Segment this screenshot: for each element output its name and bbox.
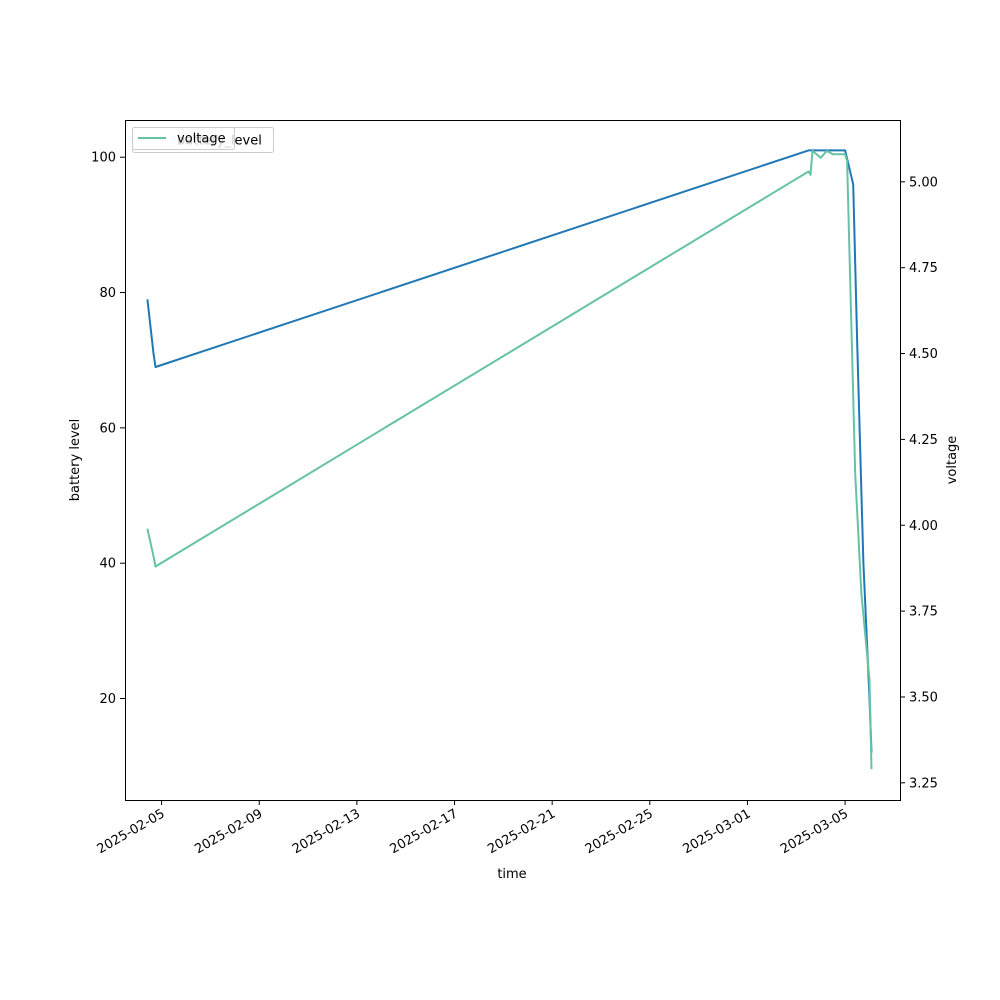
plot-frame xyxy=(125,120,901,801)
y-right-tick-label: 4.25 xyxy=(909,433,938,448)
y-right-tick-label: 3.50 xyxy=(909,690,938,705)
y-left-tick-label: 60 xyxy=(99,421,116,436)
series-line-battery-level xyxy=(146,149,873,753)
legend-box-voltage xyxy=(132,127,235,150)
x-axis-label: time xyxy=(497,867,526,882)
y-left-tick-label: 80 xyxy=(99,286,116,301)
y-right-tick-label: 3.25 xyxy=(909,776,938,791)
y-axis-right-label: voltage xyxy=(945,436,960,485)
y-left-tick-label: 20 xyxy=(99,692,116,707)
y-left-tick-label: 40 xyxy=(99,557,116,572)
y-right-tick-label: 4.00 xyxy=(909,519,938,534)
series-layer xyxy=(146,149,873,770)
series-line-voltage xyxy=(146,149,873,770)
y-right-tick-label: 4.50 xyxy=(909,347,938,362)
y-right-tick-label: 4.75 xyxy=(909,261,938,276)
y-right-tick-label: 3.75 xyxy=(909,605,938,620)
y-axis-right: 3.25 3.50 3.75 4.00 4.25 4.50 4.75 5.00 xyxy=(900,175,938,791)
y-axis-left-label: battery level xyxy=(68,419,83,502)
y-right-tick-label: 5.00 xyxy=(909,175,938,190)
y-axis-left: 20 40 60 80 100 xyxy=(91,151,125,707)
legend-label-voltage: voltage xyxy=(177,132,226,147)
y-left-tick-label: 100 xyxy=(91,151,116,166)
